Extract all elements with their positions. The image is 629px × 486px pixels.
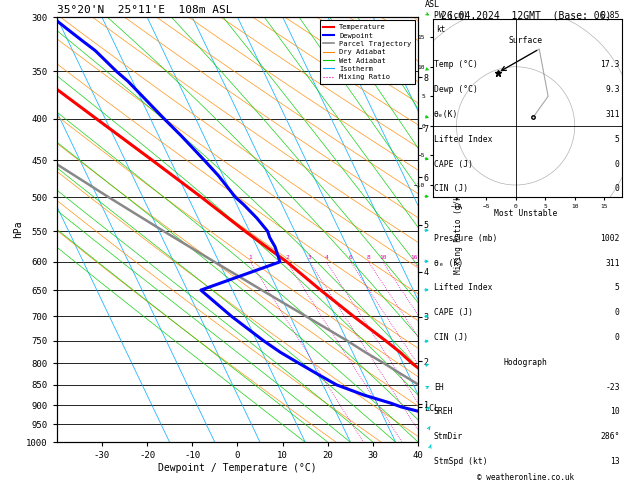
Text: Temp (°C): Temp (°C) xyxy=(434,60,477,69)
Text: 0: 0 xyxy=(615,308,620,317)
Text: PW (cm): PW (cm) xyxy=(434,11,468,20)
Text: Surface: Surface xyxy=(509,35,543,45)
Text: 4: 4 xyxy=(325,255,328,260)
Text: km
ASL: km ASL xyxy=(425,0,440,8)
Text: 286°: 286° xyxy=(600,432,620,441)
Text: 3: 3 xyxy=(308,255,311,260)
Text: Dewp (°C): Dewp (°C) xyxy=(434,85,477,94)
Text: 17.3: 17.3 xyxy=(600,60,620,69)
Text: StmSpd (kt): StmSpd (kt) xyxy=(434,457,487,466)
Text: 1002: 1002 xyxy=(600,234,620,243)
Y-axis label: hPa: hPa xyxy=(13,221,23,239)
Text: Mixing Ratio (g/kg): Mixing Ratio (g/kg) xyxy=(455,186,464,274)
Text: 0: 0 xyxy=(615,184,620,193)
Text: 10: 10 xyxy=(610,407,620,417)
Text: Lifted Index: Lifted Index xyxy=(434,135,493,144)
Text: 0: 0 xyxy=(615,333,620,342)
X-axis label: Dewpoint / Temperature (°C): Dewpoint / Temperature (°C) xyxy=(158,463,317,473)
Text: 8: 8 xyxy=(367,255,370,260)
Legend: Temperature, Dewpoint, Parcel Trajectory, Dry Adiabat, Wet Adiabat, Isotherm, Mi: Temperature, Dewpoint, Parcel Trajectory… xyxy=(320,20,415,84)
Text: θₑ (K): θₑ (K) xyxy=(434,259,463,268)
Text: -23: -23 xyxy=(605,382,620,392)
Text: © weatheronline.co.uk: © weatheronline.co.uk xyxy=(477,473,574,482)
Text: SREH: SREH xyxy=(434,407,454,417)
Text: CAPE (J): CAPE (J) xyxy=(434,159,473,169)
Text: kt: kt xyxy=(437,25,446,34)
Text: 0.85: 0.85 xyxy=(600,11,620,20)
Text: 1: 1 xyxy=(248,255,252,260)
Text: 5: 5 xyxy=(615,283,620,293)
Text: EH: EH xyxy=(434,382,443,392)
Text: 311: 311 xyxy=(605,259,620,268)
Text: CAPE (J): CAPE (J) xyxy=(434,308,473,317)
Text: θₑ(K): θₑ(K) xyxy=(434,110,458,119)
Text: Lifted Index: Lifted Index xyxy=(434,283,493,293)
Text: StmDir: StmDir xyxy=(434,432,463,441)
Text: Most Unstable: Most Unstable xyxy=(494,209,557,218)
Text: 35°20'N  25°11'E  108m ASL: 35°20'N 25°11'E 108m ASL xyxy=(57,5,232,15)
Text: 2: 2 xyxy=(285,255,289,260)
Text: 9.3: 9.3 xyxy=(605,85,620,94)
Text: CIN (J): CIN (J) xyxy=(434,333,468,342)
Text: 5: 5 xyxy=(615,135,620,144)
Text: Pressure (mb): Pressure (mb) xyxy=(434,234,497,243)
Text: 10: 10 xyxy=(379,255,386,260)
Text: 311: 311 xyxy=(605,110,620,119)
Text: 13: 13 xyxy=(610,457,620,466)
Text: 0: 0 xyxy=(615,159,620,169)
Text: Hodograph: Hodograph xyxy=(504,358,548,367)
Text: 6: 6 xyxy=(348,255,352,260)
Text: 16: 16 xyxy=(410,255,418,260)
Text: 26.04.2024  12GMT  (Base: 06): 26.04.2024 12GMT (Base: 06) xyxy=(441,11,611,21)
Text: CIN (J): CIN (J) xyxy=(434,184,468,193)
